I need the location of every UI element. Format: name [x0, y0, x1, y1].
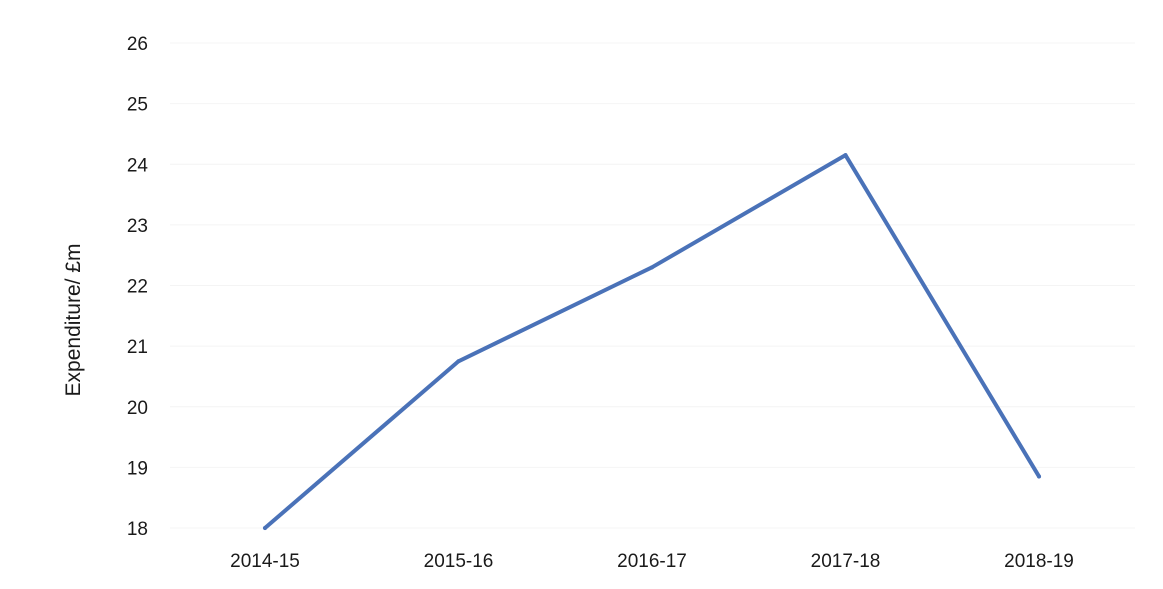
y-axis-ticks: 18 19 20 21 22 23 24 25 26 — [127, 34, 149, 540]
data-point — [843, 153, 848, 158]
x-tick-label: 2015-16 — [424, 551, 494, 572]
x-tick-label: 2014-15 — [230, 551, 300, 572]
data-point — [1037, 474, 1041, 479]
y-tick-label: 24 — [127, 155, 149, 176]
y-tick-label: 26 — [127, 34, 148, 55]
gridlines — [170, 42, 1135, 529]
data-point — [456, 359, 461, 364]
data-point — [263, 526, 267, 530]
series-line — [263, 153, 1041, 530]
y-tick-label: 23 — [127, 216, 148, 237]
y-tick-label: 25 — [127, 95, 148, 116]
series-layer — [263, 153, 1041, 530]
y-tick-label: 19 — [127, 458, 148, 479]
x-tick-label: 2016-17 — [617, 551, 687, 572]
data-point — [650, 265, 654, 270]
x-axis-ticks: 2014-15 2015-16 2016-17 2017-18 2018-19 — [230, 551, 1074, 572]
x-tick-label: 2017-18 — [811, 551, 881, 572]
y-tick-label: 21 — [127, 337, 148, 358]
y-tick-label: 20 — [127, 398, 148, 419]
y-tick-label: 18 — [127, 519, 148, 540]
y-tick-label: 22 — [127, 277, 148, 298]
x-tick-label: 2018-19 — [1004, 551, 1074, 572]
y-axis-title: Expenditure/ £m — [62, 244, 85, 397]
